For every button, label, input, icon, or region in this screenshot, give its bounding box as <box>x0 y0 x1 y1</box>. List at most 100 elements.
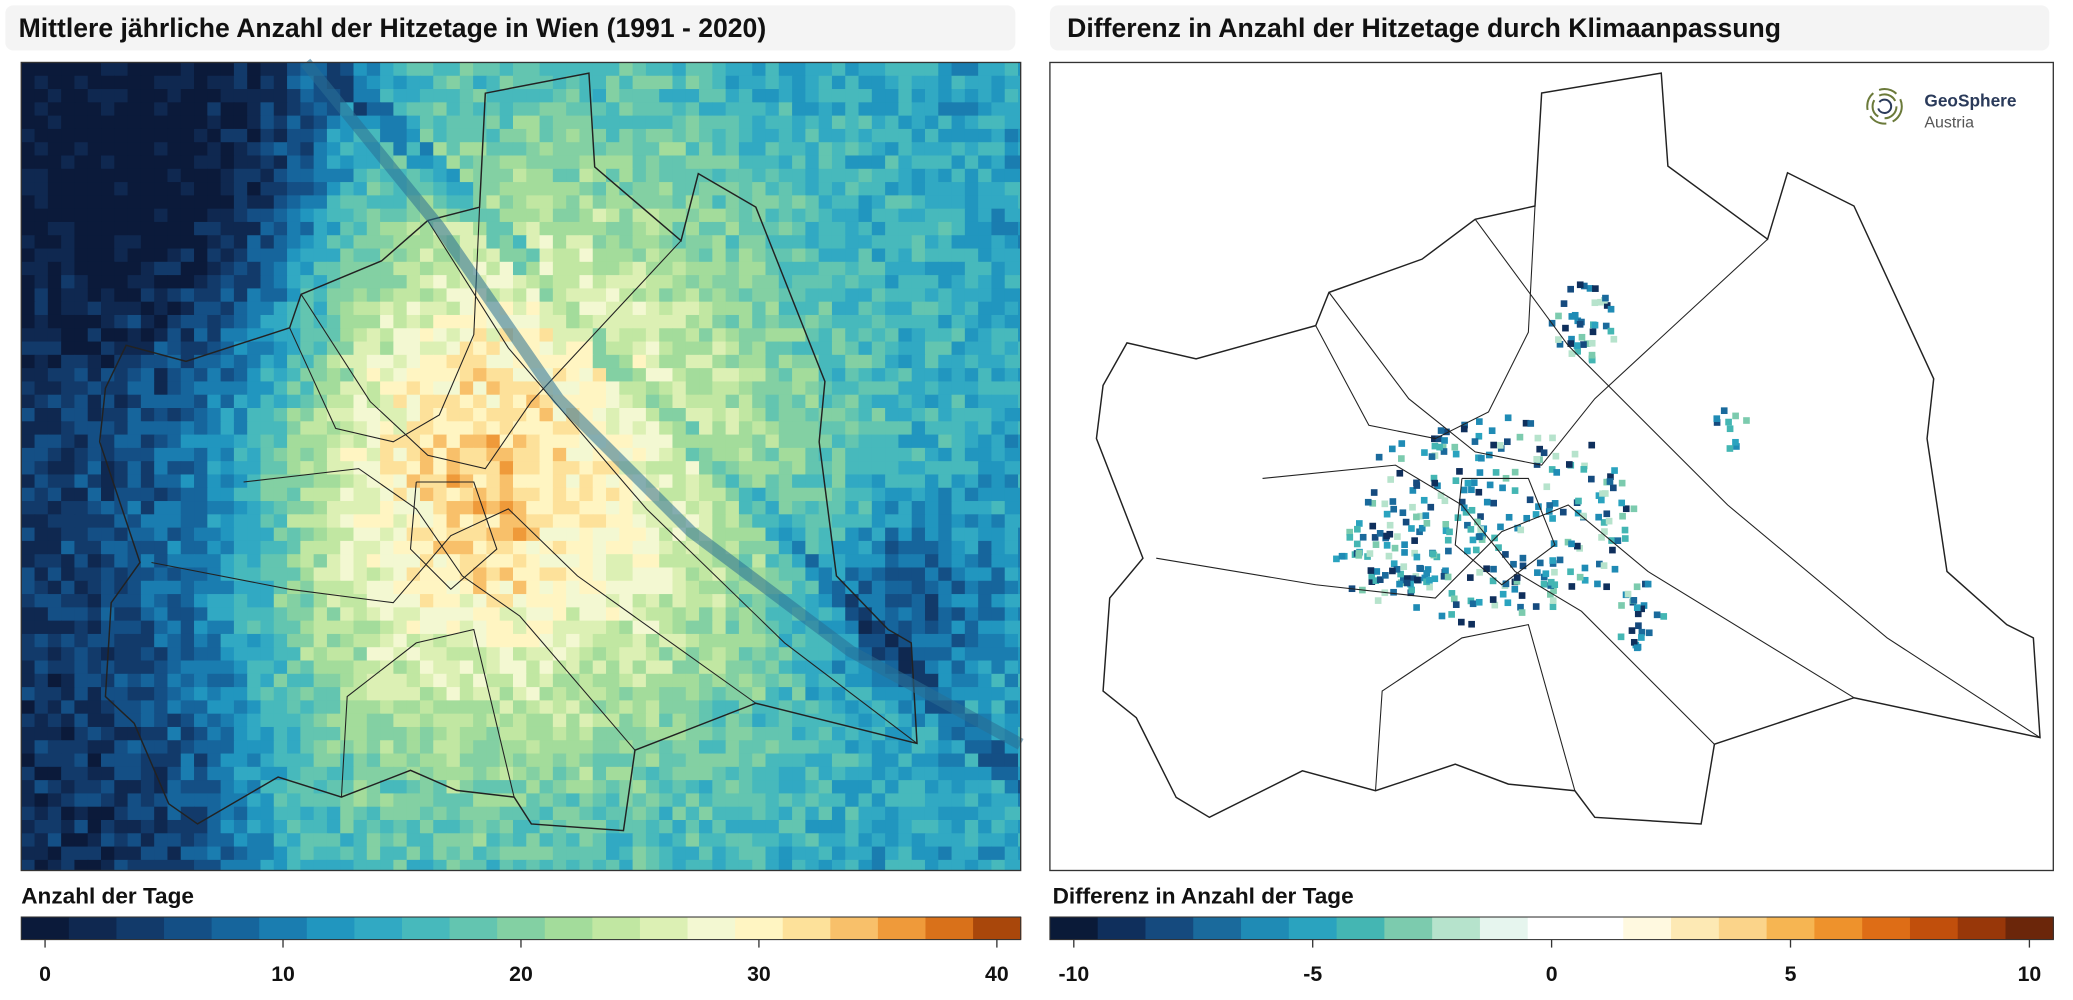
heat-cell <box>366 381 381 396</box>
heat-cell <box>552 314 567 329</box>
heat-cell <box>340 660 355 675</box>
heat-cell <box>685 341 700 356</box>
heat-cell <box>592 128 607 143</box>
heat-cell <box>1004 89 1019 103</box>
heat-cell <box>606 780 620 795</box>
diff-cell <box>1532 511 1540 518</box>
heat-cell <box>672 301 687 316</box>
heat-cell <box>991 474 1006 489</box>
heat-cell <box>473 607 488 622</box>
heat-cell <box>991 647 1006 662</box>
heat-cell <box>446 700 461 715</box>
heat-cell <box>486 381 501 396</box>
heat-cell <box>592 168 607 183</box>
heat-cell <box>818 328 833 343</box>
heat-cell <box>645 700 660 715</box>
heat-cell <box>406 540 421 555</box>
heat-cell <box>898 447 913 462</box>
heat-cell <box>180 793 195 808</box>
diff-cell <box>1546 502 1554 509</box>
heat-cell <box>619 780 634 795</box>
heat-cell <box>898 833 913 848</box>
heat-cell <box>645 660 660 675</box>
heat-cell <box>459 514 474 529</box>
heat-cell <box>167 780 182 795</box>
heat-cell <box>645 408 660 422</box>
heat-cell <box>792 182 807 197</box>
heat-cell <box>871 89 886 103</box>
diff-cell <box>1375 453 1383 461</box>
heat-cell <box>433 368 448 383</box>
heat-cell <box>220 75 235 90</box>
heat-cell <box>207 447 222 462</box>
heat-cell <box>140 726 155 741</box>
heat-cell <box>818 248 833 263</box>
heat-cell <box>871 673 886 688</box>
heat-cell <box>419 354 434 369</box>
diff-cell <box>1448 611 1455 618</box>
heat-cell <box>752 301 767 316</box>
heat-cell <box>645 115 660 130</box>
heat-cell <box>313 301 328 316</box>
heat-cell <box>220 633 235 648</box>
heat-cell <box>247 434 262 449</box>
heat-cell <box>21 115 36 130</box>
diff-cell <box>1445 547 1452 555</box>
heat-cell <box>659 740 674 755</box>
heat-cell <box>712 248 727 263</box>
heat-cell <box>858 633 873 648</box>
heat-cell <box>964 142 979 157</box>
heat-cell <box>499 580 514 595</box>
heat-cell <box>592 740 607 755</box>
heat-cell <box>419 753 434 768</box>
heat-cell <box>871 75 886 90</box>
heat-cell <box>446 301 461 316</box>
heat-cell <box>207 527 222 542</box>
heat-cell <box>207 846 222 861</box>
heat-cell <box>858 833 873 848</box>
heat-cell <box>287 726 302 741</box>
heat-cell <box>738 314 753 329</box>
heat-cell <box>606 859 620 871</box>
heat-cell <box>539 394 554 409</box>
heat-cell <box>978 660 993 675</box>
heat-cell <box>87 155 102 170</box>
heat-cell <box>592 155 607 170</box>
heat-cell <box>61 115 76 130</box>
heat-cell <box>406 408 421 422</box>
heat-cell <box>938 753 953 768</box>
heat-cell <box>21 447 36 462</box>
heat-cell <box>194 261 208 276</box>
heat-cell <box>672 700 687 715</box>
heat-cell <box>978 447 993 462</box>
heat-cell <box>924 501 939 515</box>
diff-cell <box>1470 479 1478 486</box>
heat-cell <box>991 142 1006 157</box>
heat-cell <box>765 673 780 688</box>
heat-cell <box>433 780 448 795</box>
heat-cell <box>951 195 966 210</box>
heat-cell <box>512 394 527 409</box>
heat-cell <box>287 501 302 515</box>
heat-cell <box>499 487 514 502</box>
heat-cell <box>260 527 275 542</box>
heat-cell <box>831 474 846 489</box>
heat-cell <box>21 687 36 702</box>
heat-cell <box>579 261 594 276</box>
heat-cell <box>61 89 76 103</box>
diff-cell <box>1607 327 1615 335</box>
heat-cell <box>632 354 647 369</box>
heat-cell <box>207 89 222 103</box>
heat-cell <box>313 447 328 462</box>
heat-cell <box>951 594 966 609</box>
heat-cell <box>180 819 195 834</box>
diff-cell <box>1460 425 1468 433</box>
heat-cell <box>21 580 36 595</box>
heat-cell <box>672 607 687 622</box>
heat-cell <box>300 248 315 263</box>
heat-cell <box>247 687 262 702</box>
heat-cell <box>47 461 62 476</box>
heat-cell <box>964 540 979 555</box>
heat-cell <box>964 447 979 462</box>
heat-cell <box>220 447 235 462</box>
